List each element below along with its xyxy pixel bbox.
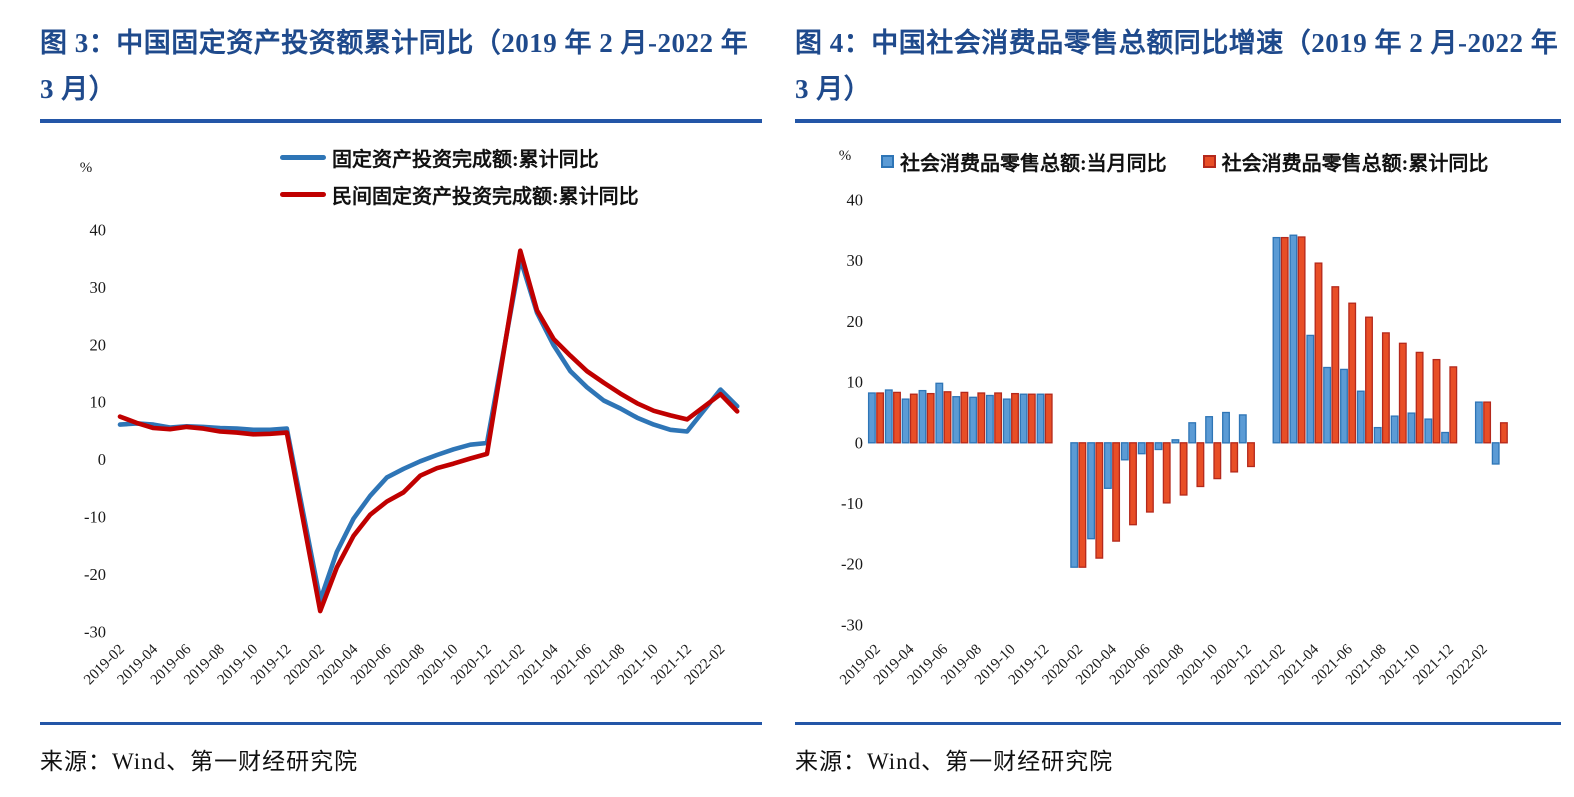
legend-item-retail-monthly: 社会消费品零售总额:当月同比: [881, 147, 1167, 176]
figure4-panel: 图 4：中国社会消费品零售总额同比增速（2019 年 2 月-2022 年 3 …: [795, 20, 1561, 780]
svg-text:30: 30: [847, 251, 864, 270]
svg-text:40: 40: [90, 221, 107, 240]
figure3-top-rule: [40, 119, 762, 123]
svg-text:-20: -20: [84, 565, 106, 584]
svg-text:-30: -30: [841, 615, 863, 634]
figure4-source: 来源：Wind、第一财经研究院: [795, 749, 1114, 774]
figure4-title: 图 4：中国社会消费品零售总额同比增速（2019 年 2 月-2022 年 3 …: [795, 28, 1559, 105]
legend-item-fixed-asset: 固定资产投资完成额:累计同比: [280, 143, 639, 172]
legend-label: 民间固定资产投资完成额:累计同比: [332, 186, 639, 208]
figure4-legend: 社会消费品零售总额:当月同比 社会消费品零售总额:累计同比: [881, 147, 1488, 176]
svg-text:-10: -10: [841, 494, 863, 513]
red-line-swatch-icon: [280, 192, 326, 197]
legend-label: 社会消费品零售总额:当月同比: [900, 153, 1167, 175]
figure3-panel: 图 3：中国固定资产投资额累计同比（2019 年 2 月-2022 年 3 月）…: [40, 20, 762, 780]
figure3-bottom-rule: [40, 722, 762, 725]
svg-text:-10: -10: [84, 508, 106, 527]
figure3-source: 来源：Wind、第一财经研究院: [40, 749, 359, 774]
figure4-top-rule: [795, 119, 1561, 123]
svg-text:-30: -30: [84, 622, 106, 641]
figure3-chart-area: % 40 30 20 10 0 -10 -20 -30 2019-02 2019-04 2019-06…: [40, 125, 762, 725]
svg-text:40: 40: [847, 191, 864, 210]
figure4-bar-chart: %403020100-10-20-302019-022019-042019-06…: [837, 148, 1508, 688]
svg-text:20: 20: [847, 312, 864, 331]
svg-text:20: 20: [90, 335, 107, 354]
svg-text:10: 10: [847, 373, 864, 392]
figure4-bottom-rule: [795, 722, 1561, 725]
figure3-legend: 固定资产投资完成额:累计同比 民间固定资产投资完成额:累计同比: [280, 143, 639, 209]
figure3-line-chart: %403020100-10-20-302019-022019-042019-06…: [80, 160, 740, 688]
svg-text:0: 0: [855, 433, 863, 452]
legend-item-private-fixed-asset: 民间固定资产投资完成额:累计同比: [280, 180, 639, 209]
svg-text:%: %: [839, 148, 852, 164]
svg-text:-20: -20: [841, 555, 863, 574]
figure4-chart-area: % 40 30 20 10 0 -10 -20 -30 2019-02 2019-04 2019-06…: [795, 125, 1561, 725]
legend-item-retail-cumulative: 社会消费品零售总额:累计同比: [1202, 147, 1489, 176]
figure3-title: 图 3：中国固定资产投资额累计同比（2019 年 2 月-2022 年 3 月）: [40, 28, 749, 105]
red-square-swatch-icon: [1202, 155, 1216, 168]
svg-text:10: 10: [90, 393, 107, 412]
legend-label: 固定资产投资完成额:累计同比: [332, 149, 599, 171]
blue-line-swatch-icon: [280, 155, 326, 160]
svg-text:%: %: [80, 160, 93, 176]
legend-label: 社会消费品零售总额:累计同比: [1221, 153, 1489, 175]
blue-square-swatch-icon: [881, 155, 894, 168]
svg-text:30: 30: [90, 278, 107, 297]
svg-text:0: 0: [98, 450, 106, 469]
